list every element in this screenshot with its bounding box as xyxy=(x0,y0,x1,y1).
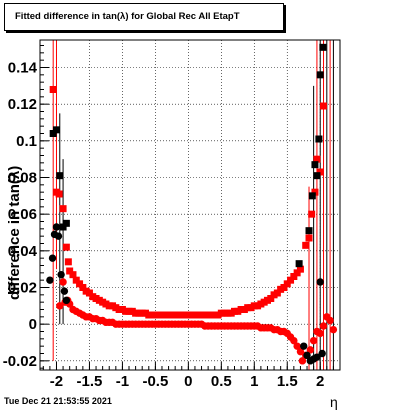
x-tick-label: -1 xyxy=(116,373,129,390)
x-axis-label: η xyxy=(330,394,338,410)
y-tick-label: 0.04 xyxy=(8,243,38,260)
circle-marker xyxy=(46,276,54,284)
square-marker xyxy=(280,284,288,291)
circle-marker xyxy=(62,296,71,305)
square-marker xyxy=(62,219,70,227)
circle-marker xyxy=(60,287,69,295)
square-marker xyxy=(283,280,291,288)
square-marker xyxy=(69,271,77,279)
circle-marker xyxy=(309,336,318,345)
square-marker xyxy=(293,269,301,277)
y-tick-label: 0.1 xyxy=(16,133,37,150)
circle-marker xyxy=(57,270,65,279)
square-marker xyxy=(295,260,303,268)
y-axis-label: difference in tan(λ) xyxy=(6,165,23,300)
plot-frame xyxy=(39,39,341,371)
circle-marker xyxy=(56,302,64,310)
square-marker xyxy=(64,258,72,266)
x-tick-label: 1.5 xyxy=(277,373,298,390)
circle-marker xyxy=(303,351,311,360)
x-tick-label: 0 xyxy=(184,373,192,390)
circle-marker xyxy=(329,325,338,334)
circle-marker xyxy=(326,316,334,325)
circle-marker xyxy=(290,336,298,345)
y-tick-label: 0.06 xyxy=(8,206,37,223)
circle-marker xyxy=(48,254,57,262)
square-marker xyxy=(302,241,310,249)
chart-title: Fitted difference in tan(λ) for Global R… xyxy=(15,11,240,22)
square-marker xyxy=(273,289,281,297)
x-tick-label: 2 xyxy=(316,373,324,390)
marker-layer xyxy=(46,43,338,365)
circle-marker xyxy=(313,353,321,361)
y-tick-label: 0 xyxy=(29,316,37,333)
square-marker xyxy=(290,273,298,280)
square-marker xyxy=(316,168,324,176)
square-marker xyxy=(55,190,63,198)
circle-marker xyxy=(296,347,305,356)
circle-marker xyxy=(318,349,326,358)
square-marker xyxy=(296,265,304,273)
circle-marker xyxy=(298,357,307,365)
square-marker xyxy=(85,289,93,297)
square-marker xyxy=(287,276,295,284)
circle-marker xyxy=(316,278,324,286)
square-marker xyxy=(320,102,328,110)
y-tick-label: 0.12 xyxy=(8,96,37,113)
x-tick-label: 0.5 xyxy=(211,373,232,390)
title-box: Fitted difference in tan(λ) for Global R… xyxy=(4,3,284,31)
square-marker xyxy=(49,86,57,93)
circle-marker xyxy=(300,342,308,350)
square-marker xyxy=(311,161,319,169)
circle-marker xyxy=(59,278,67,286)
x-tick-label: 1 xyxy=(250,373,258,390)
square-marker xyxy=(319,43,327,51)
square-marker xyxy=(305,234,313,242)
square-marker xyxy=(66,267,74,275)
grid-layer xyxy=(40,40,340,370)
square-marker xyxy=(305,227,313,235)
square-marker xyxy=(308,210,316,218)
square-marker xyxy=(79,284,87,291)
square-marker xyxy=(72,276,80,284)
square-marker xyxy=(62,243,70,251)
square-marker xyxy=(313,172,321,180)
square-marker xyxy=(313,155,321,163)
square-marker xyxy=(315,135,323,143)
x-tick-label: -1.5 xyxy=(77,373,103,390)
circle-marker xyxy=(293,342,301,350)
square-marker xyxy=(56,172,64,180)
square-marker xyxy=(59,205,67,213)
square-marker xyxy=(52,126,60,134)
square-marker xyxy=(311,188,319,196)
square-marker xyxy=(267,295,275,302)
circle-marker xyxy=(306,346,315,354)
square-marker xyxy=(316,71,324,79)
y-tick-label: 0.14 xyxy=(8,60,38,77)
square-marker xyxy=(308,192,316,200)
circle-marker xyxy=(316,329,324,338)
y-tick-label: 0.02 xyxy=(8,280,37,297)
y-tick-label: 0.08 xyxy=(8,170,37,187)
square-marker xyxy=(49,130,57,137)
x-tick-label: -0.5 xyxy=(142,373,168,390)
square-marker xyxy=(59,223,67,231)
circle-marker xyxy=(319,322,328,330)
timestamp: Tue Dec 21 21:53:55 2021 xyxy=(4,396,112,406)
circle-marker xyxy=(54,232,63,240)
y-tick-label: -0.02 xyxy=(3,353,37,370)
circle-marker xyxy=(52,223,61,231)
tick-layer: -2 -1.5 -1 -0.5 0 0.5 1 1.5 2 -0.02 0 0.02 0.04 0.06 0… xyxy=(3,45,334,390)
square-marker xyxy=(76,280,84,288)
x-tick-label: -2 xyxy=(50,373,63,390)
